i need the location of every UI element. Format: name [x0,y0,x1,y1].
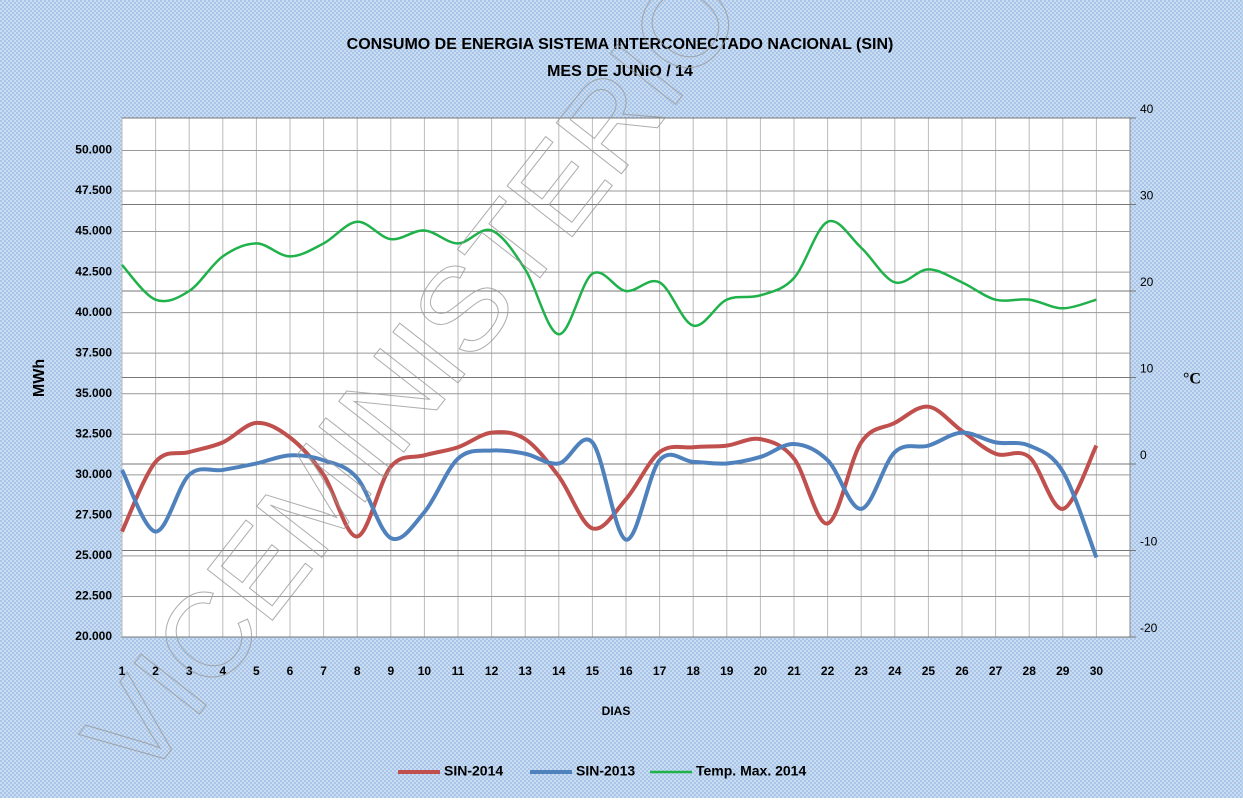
series-line [121,219,1097,336]
x-tick-label: 24 [888,664,902,678]
y-tick-label: 35.000 [75,386,112,400]
y-tick-label: 37.500 [75,345,112,359]
x-tick-label: 2 [152,664,159,678]
x-axis-label: DIAS [602,704,631,718]
x-tick-label: 26 [955,664,969,678]
y-tick-label: 27.500 [75,508,112,522]
x-tick-label: 12 [485,664,499,678]
y2-tick-label: -10 [1140,535,1158,549]
y-tick-label: 42.500 [75,264,112,278]
x-tick-label: 17 [653,664,667,678]
x-tick-label: 22 [821,664,835,678]
x-tick-label: 30 [1090,664,1104,678]
y-tick-label: 40.000 [75,305,112,319]
y-tick-label: 50.000 [75,143,112,157]
y-tick-label: 32.500 [75,426,112,440]
legend-label: SIN-2013 [576,763,635,779]
x-tick-label: 3 [186,664,193,678]
y2-tick-label: 10 [1140,362,1154,376]
x-tick-label: 7 [320,664,327,678]
x-tick-label: 18 [687,664,701,678]
x-tick-label: 5 [253,664,260,678]
y-tick-label: 20.000 [75,629,112,643]
x-tick-label: 13 [519,664,533,678]
x-tick-label: 16 [619,664,633,678]
x-tick-label: 19 [720,664,734,678]
x-tick-label: 27 [989,664,1003,678]
x-tick-label: 15 [586,664,600,678]
x-tick-label: 6 [287,664,294,678]
x-tick-label: 25 [922,664,936,678]
y-axis-label: MWh [31,359,48,397]
series-line [120,404,1099,539]
y-tick-label: 47.500 [75,183,112,197]
y-tick-label: 45.000 [75,224,112,238]
y-tick-label: 22.500 [75,589,112,603]
x-tick-label: 11 [452,664,465,678]
y2-axis-label: °C [1183,371,1201,388]
x-tick-label: 14 [552,664,566,678]
x-tick-label: 10 [418,664,432,678]
y2-tick-label: 20 [1140,275,1154,289]
y2-tick-label: 40 [1140,102,1154,116]
legend-label: Temp. Max. 2014 [696,763,806,779]
y-tick-label: 30.000 [75,467,112,481]
y2-tick-label: 30 [1140,189,1154,203]
series-line [120,430,1099,559]
x-tick-label: 9 [387,664,394,678]
chart-subtitle: MES DE JUNIO / 14 [547,63,693,80]
x-tick-label: 23 [855,664,869,678]
y-tick-label: 25.000 [75,548,112,562]
legend-label: SIN-2014 [444,763,503,779]
x-tick-label: 21 [787,664,801,678]
x-tick-label: 8 [354,664,361,678]
x-tick-label: 28 [1023,664,1037,678]
chart-title: CONSUMO DE ENERGIA SISTEMA INTERCONECTAD… [347,36,894,53]
y2-tick-label: -20 [1140,621,1158,635]
x-tick-label: 29 [1056,664,1070,678]
x-tick-label: 1 [119,664,126,678]
y2-tick-label: 0 [1140,448,1147,462]
x-tick-label: 20 [754,664,768,678]
x-tick-label: 4 [219,664,226,678]
